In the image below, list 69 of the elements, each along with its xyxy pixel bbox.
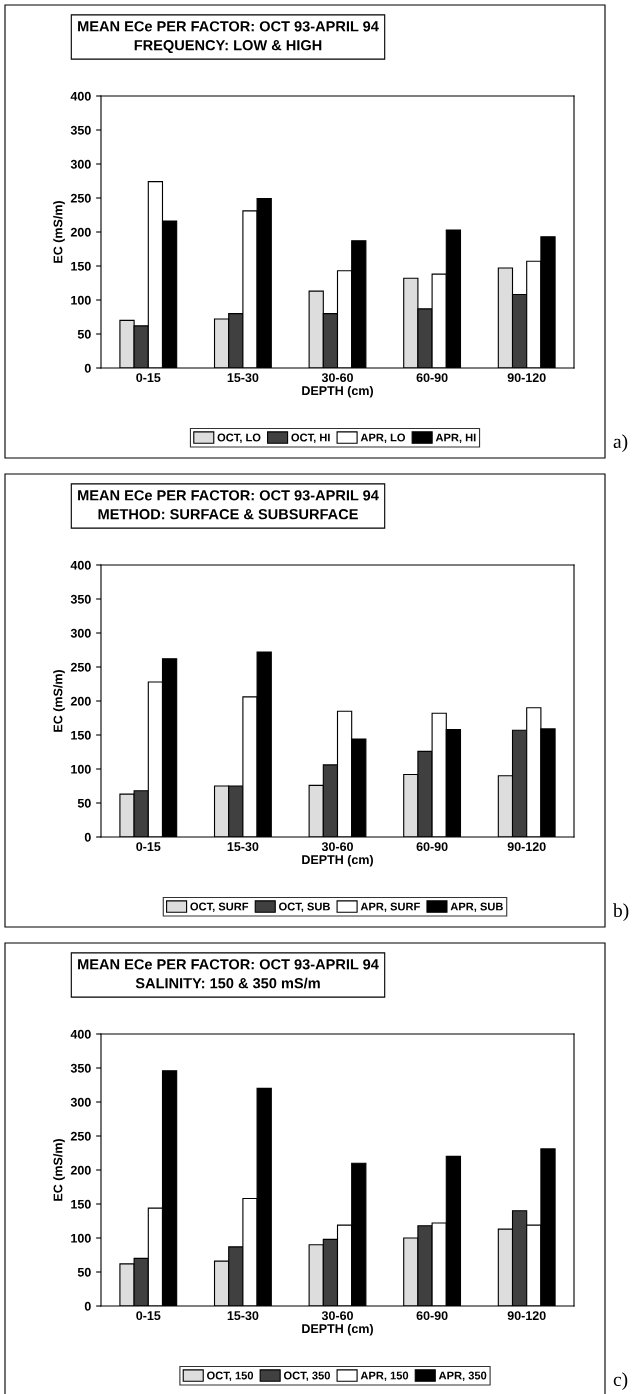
y-tick-label: 50 xyxy=(77,1267,91,1277)
legend-label: APR, SURF xyxy=(360,902,420,913)
y-tick-label: 350 xyxy=(70,594,91,604)
y-tick-label: 50 xyxy=(77,329,91,339)
y-tick-label: 300 xyxy=(70,1097,91,1107)
y-tick-label: 250 xyxy=(70,662,91,672)
y-tick-label: 300 xyxy=(70,159,91,169)
y-axis-title: EC (mS/m) xyxy=(53,201,65,263)
y-tick-label: 100 xyxy=(71,295,91,305)
text: b) xyxy=(613,903,629,921)
y-tick-label: 150 xyxy=(71,1199,91,1209)
legend-label: APR, SUB xyxy=(450,902,503,913)
text: c) xyxy=(613,1372,628,1390)
y-axis-title: EC (mS/m) xyxy=(53,1139,65,1201)
x-tick-label: 30-60 xyxy=(321,842,353,852)
legend-label: APR, 350 xyxy=(438,1371,487,1382)
y-tick-label: 0 xyxy=(84,832,91,842)
chart-subtitle: FREQUENCY: LOW & HIGH xyxy=(134,40,322,54)
legend-label: OCT, HI xyxy=(291,433,330,444)
x-tick-label: 15-30 xyxy=(227,373,259,383)
x-tick-label: 30-60 xyxy=(321,1311,353,1321)
chart-title: MEAN ECe PER FACTOR: OCT 93-APRIL 94 xyxy=(78,21,379,32)
y-tick-label: 250 xyxy=(70,193,91,203)
x-tick-label: 0-15 xyxy=(136,842,161,852)
text: a) xyxy=(613,434,628,452)
x-tick-label: 15-30 xyxy=(227,842,259,852)
y-tick-label: 100 xyxy=(71,1233,91,1243)
y-tick-label: 50 xyxy=(77,798,91,808)
x-tick-label: 90-120 xyxy=(507,373,546,383)
y-tick-label: 150 xyxy=(71,730,91,740)
chart-title: MEAN ECe PER FACTOR: OCT 93-APRIL 94 xyxy=(78,490,379,501)
x-tick-label: 0-15 xyxy=(136,1311,161,1321)
y-tick-label: 0 xyxy=(84,1301,91,1311)
x-tick-label: 60-90 xyxy=(416,842,448,852)
x-tick-label: 15-30 xyxy=(227,1311,259,1321)
x-tick-label: 30-60 xyxy=(321,373,353,383)
y-tick-label: 100 xyxy=(71,764,91,774)
x-tick-label: 0-15 xyxy=(136,373,161,383)
x-axis-title: DEPTH (cm) xyxy=(302,385,373,398)
legend-label: APR, 150 xyxy=(360,1371,409,1382)
y-tick-label: 150 xyxy=(71,261,91,271)
y-tick-label: 350 xyxy=(70,1063,91,1073)
y-tick-label: 350 xyxy=(70,125,91,135)
y-tick-label: 400 xyxy=(70,91,91,101)
y-tick-label: 400 xyxy=(70,560,91,570)
chart-subtitle: METHOD: SURFACE & SUBSURFACE xyxy=(98,509,358,520)
x-axis-title: DEPTH (cm) xyxy=(302,1323,373,1336)
y-tick-label: 200 xyxy=(70,1165,91,1175)
legend-label: APR, HI xyxy=(435,433,476,444)
legend-label: OCT, SURF xyxy=(190,902,249,913)
x-axis-title: DEPTH (cm) xyxy=(302,854,373,867)
chart-title: MEAN ECe PER FACTOR: OCT 93-APRIL 94 xyxy=(78,959,379,970)
y-tick-label: 200 xyxy=(70,227,91,237)
legend-label: OCT, LO xyxy=(217,433,261,444)
y-tick-label: 250 xyxy=(70,1131,91,1141)
y-axis-title: EC (mS/m) xyxy=(53,670,65,732)
chart-subtitle: SALINITY: 150 & 350 mS/m xyxy=(135,977,320,989)
legend-label: OCT, SUB xyxy=(279,902,330,913)
legend-label: OCT, 150 xyxy=(207,1371,254,1382)
legend-label: OCT, 350 xyxy=(283,1371,330,1382)
y-tick-label: 200 xyxy=(70,696,91,706)
y-tick-label: 400 xyxy=(70,1029,91,1039)
x-tick-label: 90-120 xyxy=(507,1311,546,1321)
legend-label: APR, LO xyxy=(360,433,406,444)
x-tick-label: 60-90 xyxy=(416,1311,448,1321)
x-tick-label: 60-90 xyxy=(416,373,448,383)
y-tick-label: 0 xyxy=(84,363,91,373)
x-tick-label: 90-120 xyxy=(507,842,546,852)
y-tick-label: 300 xyxy=(70,628,91,638)
